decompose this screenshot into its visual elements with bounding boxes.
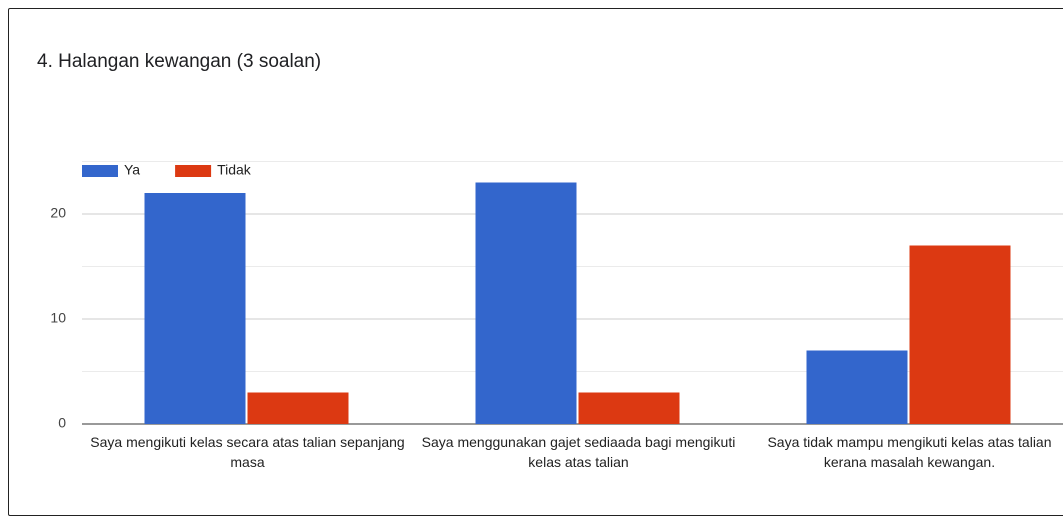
card-border: [8, 8, 1063, 516]
x-tick-label: Saya tidak mampu mengikuti kelas atas ta…: [767, 434, 1052, 470]
bar: [578, 392, 680, 424]
legend-swatch: [175, 165, 212, 177]
y-tick-label: 20: [50, 205, 66, 221]
bar: [144, 193, 246, 424]
legend-label: Ya: [124, 162, 140, 178]
chart-title: 4. Halangan kewangan (3 soalan): [37, 51, 321, 72]
bar: [475, 182, 577, 424]
bar: [909, 245, 1011, 424]
y-tick-label: 0: [58, 415, 66, 431]
x-tick-label: Saya mengikuti kelas secara atas talian …: [90, 434, 405, 470]
legend-label: Tidak: [217, 162, 252, 178]
bar: [806, 350, 908, 424]
legend-swatch: [82, 165, 118, 177]
bar: [247, 392, 349, 424]
x-tick-label: Saya menggunakan gajet sediaada bagi men…: [421, 434, 736, 470]
y-tick-label: 10: [50, 310, 66, 326]
